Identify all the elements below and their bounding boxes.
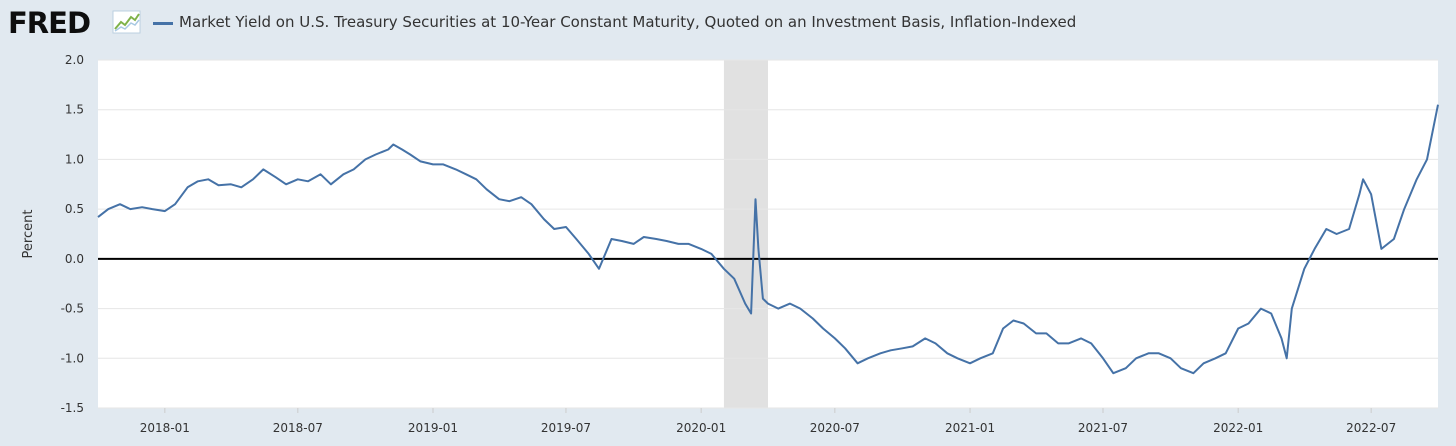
series-line-0[interactable]	[97, 104, 1439, 375]
x-tick-label: 2022-07	[1346, 421, 1396, 435]
recession-shading-group	[723, 60, 768, 408]
line-graph-icon	[112, 10, 141, 34]
gridlines	[98, 59, 1438, 409]
x-tick-label: 2018-01	[140, 421, 190, 435]
y-tick-label: 0.0	[65, 252, 84, 266]
y-axis-title: Percent	[21, 210, 36, 259]
y-tick-label: -0.5	[61, 302, 84, 316]
y-tick-label: 1.0	[65, 152, 84, 166]
x-tick-label: 2019-07	[541, 421, 591, 435]
y-tick-label: -1.5	[61, 401, 84, 415]
x-tick-label: 2018-07	[273, 421, 323, 435]
y-tick-label: 2.0	[65, 53, 84, 67]
y-axis-ticks: 2.0 1.5 1.0 0.5 0.0 -0.5 -1.0 -1.5	[61, 53, 84, 415]
x-tick-label: 2021-01	[945, 421, 995, 435]
y-tick-label: 0.5	[65, 202, 84, 216]
x-axis-ticks: 2018-01 2018-07 2019-01 2019-07 2020-01 2020-…	[140, 408, 1396, 435]
legend-series-label[interactable]: Market Yield on U.S. Treasury Securities…	[179, 13, 1077, 31]
x-tick-label: 2019-01	[408, 421, 458, 435]
recession-band-0	[723, 60, 768, 408]
y-tick-label: -1.0	[61, 351, 84, 365]
chart-header: FRED Market Yield on U.S. Treasury Secur…	[0, 0, 1456, 50]
x-tick-label: 2020-01	[676, 421, 726, 435]
legend-swatch	[153, 22, 173, 25]
series-group	[97, 104, 1439, 375]
fred-logo[interactable]: FRED	[8, 6, 91, 40]
x-tick-label: 2022-01	[1213, 421, 1263, 435]
y-tick-label: 1.5	[65, 103, 84, 117]
x-tick-label: 2020-07	[810, 421, 860, 435]
x-tick-label: 2021-07	[1078, 421, 1128, 435]
